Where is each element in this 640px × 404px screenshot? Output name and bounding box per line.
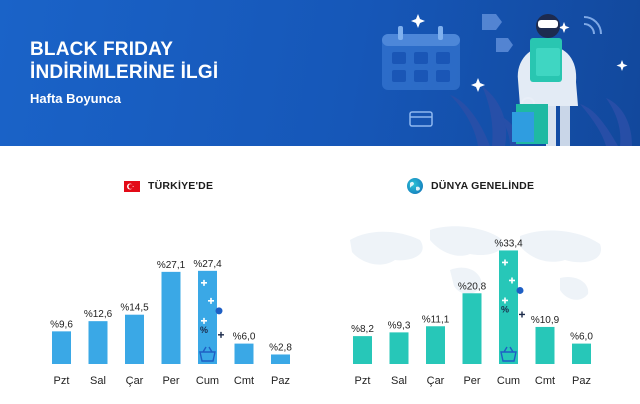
world-bar-cum	[499, 250, 518, 364]
header-banner: BLACK FRIDAY İNDİRİMLERİNE İLGİ Hafta Bo…	[0, 0, 640, 146]
turkey-panel-title: TÜRKİYE'DE	[124, 178, 213, 194]
globe-icon	[407, 178, 423, 194]
turkey-highlight-decoration-icon: %	[199, 279, 224, 362]
world-bar-pzt	[353, 336, 372, 364]
page-title: BLACK FRIDAY İNDİRİMLERİNE İLGİ	[30, 38, 218, 84]
world-bar-paz	[572, 343, 591, 364]
svg-text:%: %	[501, 304, 509, 314]
world-value-label-per: %20,8	[458, 281, 487, 292]
world-value-label-cum: %33,4	[494, 238, 523, 249]
turkey-value-label-sal: %12,6	[84, 309, 113, 320]
world-day-label-per: Per	[463, 375, 480, 387]
title-line-1: BLACK FRIDAY	[30, 39, 174, 60]
turkey-bar-cum	[198, 270, 217, 364]
world-day-label-paz: Paz	[572, 375, 591, 387]
charts-area: %9,6 Pzt %12,6 Sal %14,5 Çar %27,1 Per% %27,4 Cum…	[50, 226, 602, 387]
world-day-label-cmt: Cmt	[535, 375, 555, 387]
price-tag-icon	[482, 14, 513, 52]
turkey-bar-cmt	[234, 343, 254, 364]
turkey-day-label-per: Per	[162, 375, 179, 387]
world-value-label-car: %11,1	[422, 314, 450, 325]
turkey-value-label-cum: %27,4	[193, 259, 222, 270]
turkey-day-label-sal: Sal	[90, 375, 106, 387]
world-day-label-pzt: Pzt	[355, 375, 371, 387]
turkey-bar-chart: %9,6 Pzt %12,6 Sal %14,5 Çar %27,1 Per% %27,4 Cum…	[50, 259, 292, 387]
calendar-icon	[382, 26, 460, 90]
title-line-2: İNDİRİMLERİNE İLGİ	[30, 62, 219, 83]
credit-card-icon	[409, 111, 433, 127]
world-bar-car	[426, 326, 445, 364]
turkey-value-label-car: %14,5	[120, 303, 149, 314]
world-value-label-pzt: %8,2	[351, 324, 374, 335]
turkey-day-label-cmt: Cmt	[234, 375, 254, 387]
sparkle-icon	[411, 14, 628, 92]
world-bar-chart: %8,2 Pzt %9,3 Sal %11,1 Çar %20,8 Per% %33,4 Cum%…	[351, 238, 593, 387]
turkey-day-label-cum: Cum	[196, 375, 219, 387]
world-bar-cmt	[535, 326, 555, 364]
world-panel-title: DÜNYA GENELİNDE	[407, 178, 534, 194]
world-day-label-sal: Sal	[391, 375, 407, 387]
page-subtitle: Hafta Boyunca	[30, 91, 122, 106]
shopper-figure-icon	[512, 14, 578, 146]
world-chart-title: DÜNYA GENELİNDE	[431, 180, 535, 192]
turkey-day-label-pzt: Pzt	[54, 375, 70, 387]
world-map-background-icon	[350, 226, 602, 300]
world-value-label-cmt: %10,9	[531, 315, 560, 326]
turkey-bar-per	[161, 271, 181, 364]
world-bar-sal	[389, 332, 409, 364]
wifi-icon	[583, 16, 602, 35]
turkey-value-label-cmt: %6,0	[233, 332, 256, 343]
turkey-value-label-paz: %2,8	[269, 342, 292, 353]
world-value-label-paz: %6,0	[570, 332, 593, 343]
turkey-value-label-pzt: %9,6	[50, 319, 73, 330]
world-bar-per	[462, 293, 482, 364]
turkey-bar-pzt	[52, 331, 71, 364]
turkey-value-label-per: %27,1	[157, 260, 186, 271]
world-highlight-decoration-icon: %	[500, 259, 525, 362]
world-day-label-cum: Cum	[497, 375, 520, 387]
world-value-label-sal: %9,3	[388, 320, 411, 331]
turkey-day-label-paz: Paz	[271, 375, 290, 387]
turkey-chart-title: TÜRKİYE'DE	[148, 180, 214, 192]
svg-text:%: %	[200, 325, 208, 335]
turkey-bar-car	[125, 314, 144, 364]
turkey-bar-paz	[271, 354, 290, 364]
world-day-label-car: Çar	[427, 375, 445, 387]
turkey-bar-sal	[88, 321, 108, 364]
turkey-day-label-car: Çar	[126, 375, 144, 387]
turkey-flag-icon	[124, 180, 140, 192]
shopping-illustration	[382, 14, 632, 146]
